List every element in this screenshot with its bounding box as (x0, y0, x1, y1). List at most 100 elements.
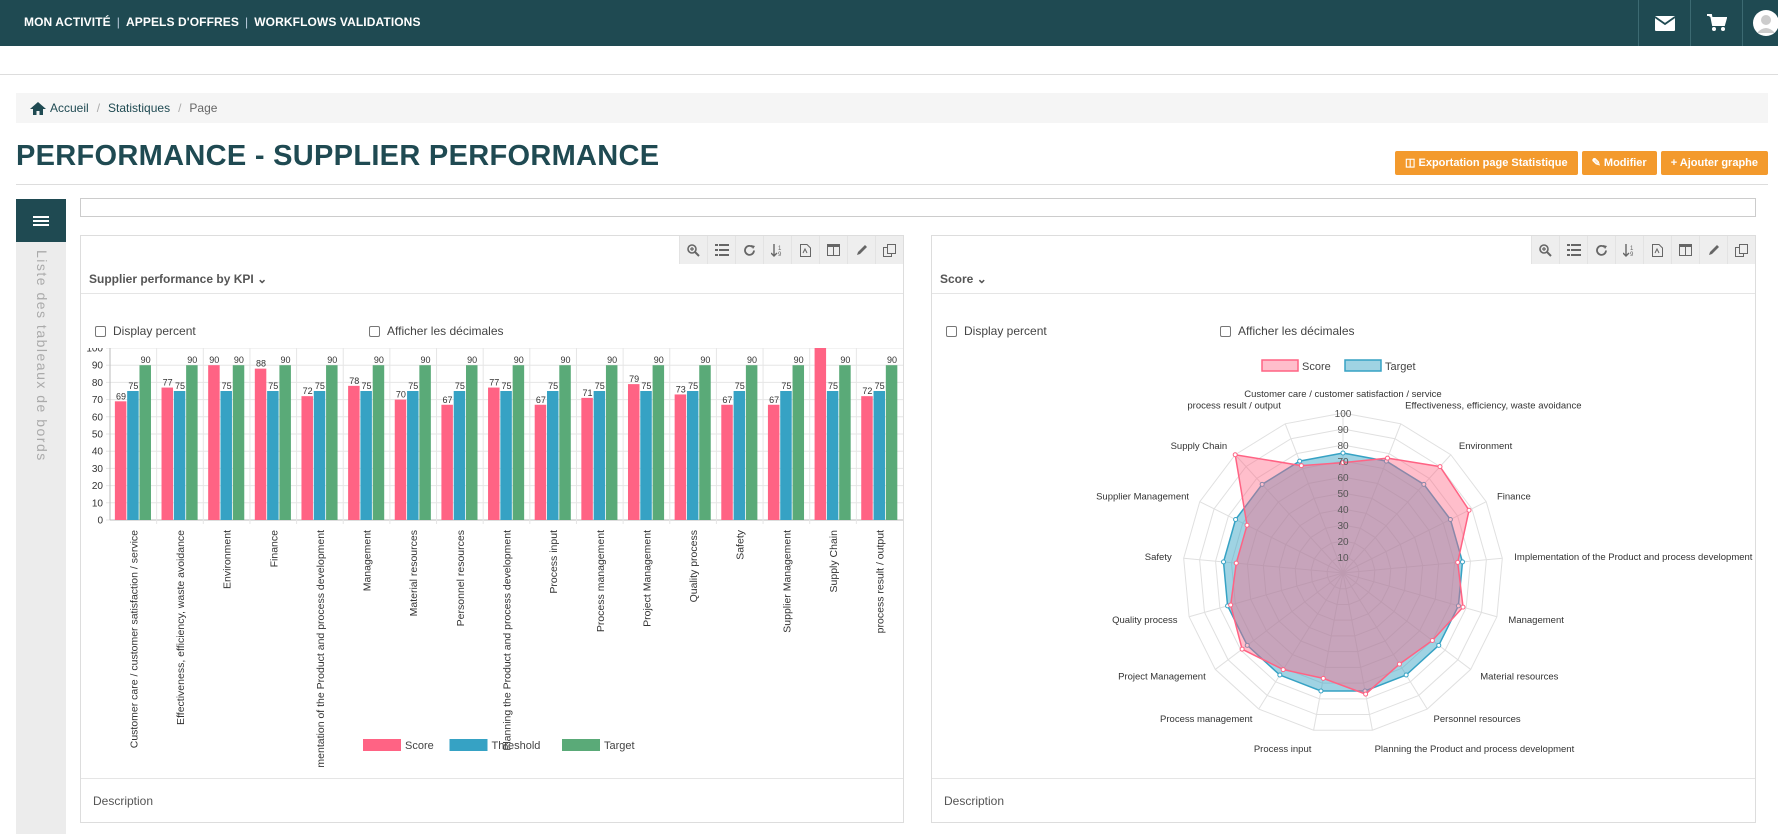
svg-text:9: 9 (1630, 252, 1634, 257)
pdf-icon[interactable] (1643, 236, 1671, 264)
radar-point (1385, 455, 1391, 461)
filter-bar[interactable] (80, 198, 1756, 217)
legend-label: Target (1385, 361, 1416, 373)
bar-threshold (127, 391, 139, 520)
checkbox-box[interactable] (946, 325, 957, 337)
checkbox-box[interactable] (95, 325, 106, 337)
pdf-icon[interactable] (791, 236, 819, 264)
title-divider (16, 184, 1768, 185)
refresh-icon[interactable] (735, 236, 763, 264)
chart-title-dropdown[interactable]: Supplier performance by KPI ⌄ (89, 272, 267, 286)
radar-tick-label: 50 (1337, 489, 1349, 500)
top-navbar: MON ACTIVITÉ | APPELS D'OFFRES | WORKFLOWS V… (0, 0, 1778, 46)
sidebar-label[interactable]: Liste des tableaux de bords (34, 250, 50, 462)
pencil-icon[interactable] (847, 236, 875, 264)
edit-button-label: Modifier (1603, 157, 1647, 169)
legend-label: Target (604, 740, 635, 752)
envelope-icon[interactable] (1638, 0, 1690, 46)
bar-value-label: 69 (116, 391, 126, 401)
zoom-icon[interactable] (1531, 236, 1559, 264)
radar-point (1436, 642, 1442, 648)
radar-point (1244, 522, 1250, 528)
user-icon[interactable] (1742, 0, 1778, 46)
decimals-checkbox[interactable]: Afficher les décimales (369, 324, 504, 338)
bar-value-label: 90 (374, 355, 384, 365)
radar-point (1437, 464, 1443, 470)
radar-category-label: Process input (1254, 744, 1312, 755)
add-graph-button-label: Ajouter graphe (1679, 157, 1758, 169)
bar-value-label: 90 (794, 355, 804, 365)
radar-grid-ring (1246, 476, 1440, 668)
bar-threshold (546, 391, 559, 520)
sidebar-toggle-button[interactable] (16, 199, 66, 242)
bar-value-label: 75 (455, 381, 465, 391)
bar-threshold (173, 391, 186, 520)
bar-value-label: 70 (396, 390, 406, 400)
radar-category-label: Supplier Management (1096, 491, 1189, 502)
bar-score (161, 387, 174, 520)
cart-icon[interactable] (1690, 0, 1742, 46)
bar-value-label: 90 (187, 355, 197, 365)
copy-icon[interactable] (1727, 236, 1755, 264)
decimals-label: Afficher les décimales (1238, 324, 1355, 338)
radar-category-label: process result / output (1187, 401, 1281, 412)
columns-icon[interactable] (819, 236, 847, 264)
radar-point (1318, 688, 1324, 694)
chevron-down-icon: ⌄ (976, 272, 987, 286)
home-icon[interactable] (30, 101, 46, 115)
display-percent-checkbox[interactable]: Display percent (95, 324, 196, 338)
nav-mon-activite[interactable]: MON ACTIVITÉ (24, 15, 111, 29)
list-icon[interactable] (1559, 236, 1587, 264)
radar-point (1221, 559, 1227, 565)
checkbox-box[interactable] (369, 325, 380, 337)
refresh-icon[interactable] (1587, 236, 1615, 264)
bar-value-label: 77 (489, 378, 499, 388)
radar-grid-ring (1215, 444, 1471, 700)
bar-target (699, 365, 711, 520)
radar-tick-label: 100 (1335, 409, 1352, 420)
x-tick-label: Customer care / customer satisfaction / … (128, 530, 140, 748)
bar-value-label: 90 (327, 355, 337, 365)
nav-appels-offres[interactable]: APPELS D'OFFRES (125, 15, 240, 29)
bar-value-label: 75 (128, 381, 138, 391)
bar-threshold (220, 391, 232, 520)
file-pdf-icon: ◫ (1405, 157, 1419, 169)
radar-point (1421, 481, 1427, 487)
copy-icon[interactable] (875, 236, 903, 264)
radar-tick-label: 30 (1337, 521, 1349, 532)
decimals-checkbox[interactable]: Afficher les décimales (1220, 324, 1355, 338)
title-divider (81, 293, 903, 294)
hamburger-icon (33, 215, 49, 226)
bar-value-label: 75 (781, 381, 791, 391)
radar-point (1363, 691, 1369, 697)
bar-value-label: 77 (163, 378, 173, 388)
bar-value-label: 90 (420, 355, 430, 365)
checkbox-box[interactable] (1220, 325, 1231, 337)
breadcrumb-home[interactable]: Accueil (50, 101, 89, 115)
bar-value-label: 88 (256, 359, 266, 369)
add-graph-button[interactable]: + Ajouter graphe (1660, 151, 1768, 175)
description: Description (93, 794, 154, 808)
radar-spoke (1215, 572, 1344, 670)
bar-threshold (267, 391, 279, 520)
zoom-icon[interactable] (679, 236, 707, 264)
radar-spoke (1342, 557, 1503, 574)
nav-workflows-validations[interactable]: WORKFLOWS VALIDATIONS (254, 15, 421, 29)
bar-threshold (360, 391, 372, 520)
display-percent-checkbox[interactable]: Display percent (946, 324, 1047, 338)
list-icon[interactable] (707, 236, 735, 264)
bar-value-label: 75 (362, 381, 372, 391)
radar-spoke (1342, 454, 1452, 574)
edit-button[interactable]: ✎ Modifier (1581, 151, 1657, 175)
chart-title-dropdown[interactable]: Score ⌄ (940, 272, 987, 286)
bar-score (534, 404, 547, 520)
breadcrumb-statistiques[interactable]: Statistiques (108, 101, 171, 115)
pencil-icon[interactable] (1699, 236, 1727, 264)
export-button[interactable]: ◫ Exportation page Statistique (1395, 151, 1578, 175)
radar-point (1277, 672, 1283, 678)
columns-icon[interactable] (1671, 236, 1699, 264)
y-tick-label: 30 (92, 464, 104, 475)
